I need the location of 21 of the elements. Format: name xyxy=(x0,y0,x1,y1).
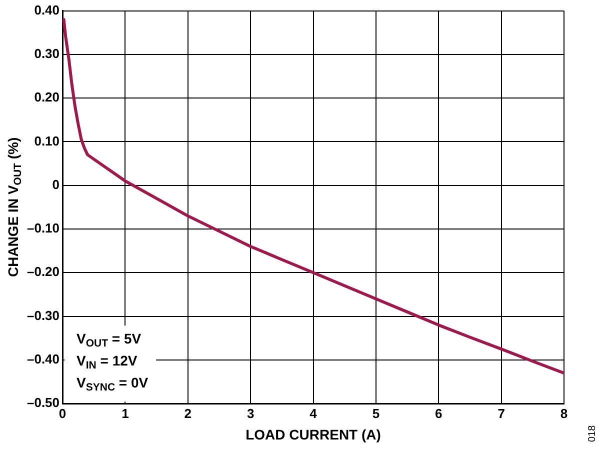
x-tick-label: 4 xyxy=(310,406,318,421)
x-tick-label: 6 xyxy=(435,406,442,421)
y-tick-label: –0.40 xyxy=(26,352,60,367)
x-axis-title: LOAD CURRENT (A) xyxy=(246,426,381,442)
x-tick-label: 8 xyxy=(560,406,568,421)
y-axis-title: CHANGE IN VOUT (%) xyxy=(4,137,24,278)
x-tick-label: 7 xyxy=(498,406,505,421)
y-tick-label: 0 xyxy=(52,176,60,192)
x-tick-label: 3 xyxy=(246,406,254,421)
y-tick-label: 0.30 xyxy=(34,46,60,62)
y-tick-label: 0.10 xyxy=(34,133,60,148)
y-tick-label: 0.20 xyxy=(34,90,60,105)
y-tick-label: –0.50 xyxy=(26,395,60,410)
text: 018 xyxy=(586,424,598,442)
y-tick-label: 0.40 xyxy=(34,2,60,18)
x-tick-label: 1 xyxy=(122,406,129,421)
y-tick-label: –0.30 xyxy=(26,308,60,323)
y-tick-label: –0.10 xyxy=(26,220,60,236)
x-tick-label: 2 xyxy=(184,406,192,421)
x-tick-label: 5 xyxy=(372,406,380,421)
y-tick-label: –0.20 xyxy=(26,264,60,280)
